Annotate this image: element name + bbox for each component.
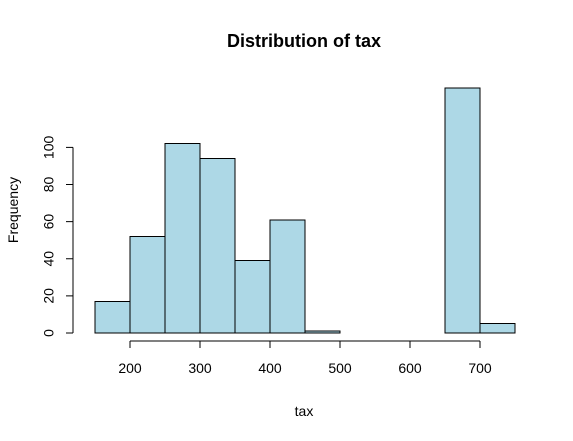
x-tick-label-600: 600 xyxy=(398,360,422,376)
histogram-bar-650-700 xyxy=(444,87,481,334)
x-tick-label-300: 300 xyxy=(188,360,212,376)
y-tick-label-40: 40 xyxy=(41,251,57,267)
y-axis-label: Frequency xyxy=(5,177,21,243)
x-axis: 200 300 400 500 600 700 xyxy=(118,340,492,376)
histogram-bar-400-450 xyxy=(269,219,306,334)
histogram-bar-150-200 xyxy=(94,300,131,334)
histogram-bar-350-400 xyxy=(234,260,271,334)
y-tick-label-80: 80 xyxy=(41,177,57,193)
histogram-bar-200-250 xyxy=(129,235,166,334)
chart-title: Distribution of tax xyxy=(227,31,381,51)
histogram-bar-300-350 xyxy=(199,158,236,334)
x-tick-label-500: 500 xyxy=(328,360,352,376)
y-tick-label-60: 60 xyxy=(41,214,57,230)
histogram-bar-250-300 xyxy=(164,143,201,334)
y-tick-label-100: 100 xyxy=(41,136,57,160)
x-axis-label: tax xyxy=(295,403,314,419)
y-tick-label-0: 0 xyxy=(41,329,57,337)
x-tick-label-400: 400 xyxy=(258,360,282,376)
y-tick-label-20: 20 xyxy=(41,288,57,304)
x-tick-label-200: 200 xyxy=(118,360,142,376)
bars-layer xyxy=(94,87,516,334)
x-tick-label-700: 700 xyxy=(468,360,492,376)
histogram-bar-700-750 xyxy=(479,323,516,334)
y-axis: 0 20 40 60 80 100 xyxy=(41,136,74,337)
histogram-bar-450-500 xyxy=(304,330,341,334)
